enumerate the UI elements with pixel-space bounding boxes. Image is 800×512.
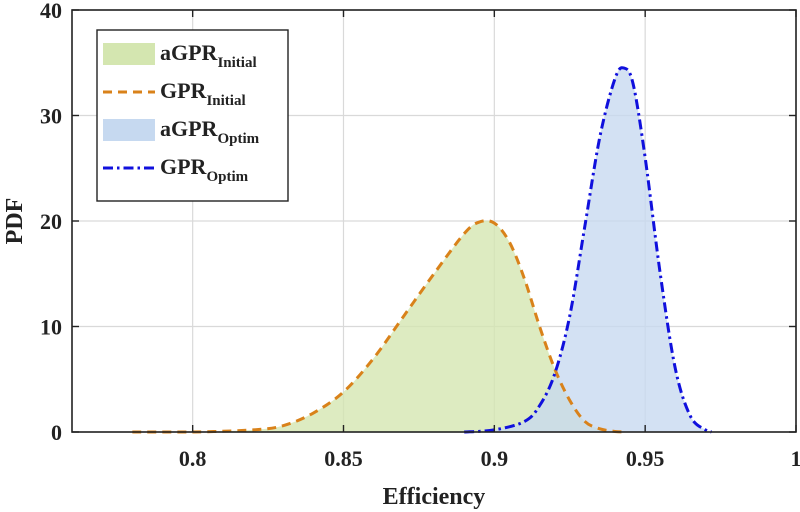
x-tick-label: 0.9: [481, 446, 509, 471]
legend-label: GPRInitial: [160, 78, 246, 109]
area-agpr-initial: [132, 220, 625, 432]
y-tick-label: 40: [40, 0, 62, 23]
legend-label: aGPRInitial: [160, 40, 257, 71]
x-axis-label: Efficiency: [383, 484, 486, 510]
legend-swatch: [103, 119, 155, 141]
x-tick-label: 0.95: [626, 446, 665, 471]
x-tick-label: 0.85: [324, 446, 363, 471]
legend: aGPRInitial GPRInitial aGPROptim GPROptim: [96, 29, 289, 202]
y-tick-label: 30: [40, 104, 62, 129]
line-gpr-initial: [132, 219, 625, 434]
area-agpr-optim: [464, 67, 712, 432]
legend-entry-gpr-optim: GPROptim: [103, 154, 249, 185]
legend-swatch: [103, 43, 155, 65]
x-tick-label: 1: [791, 446, 800, 471]
y-axis-label: PDF: [2, 198, 28, 245]
legend-entry-gpr-initial: GPRInitial: [103, 78, 246, 109]
legend-label: GPROptim: [160, 154, 249, 185]
y-tick-label: 0: [51, 420, 62, 445]
legend-label: aGPROptim: [160, 116, 260, 147]
series-lines: [132, 66, 713, 434]
legend-entry-agpr-optim: aGPROptim: [103, 116, 260, 147]
filled-areas: [132, 67, 712, 432]
x-tick-label: 0.8: [179, 446, 207, 471]
legend-entry-agpr-initial: aGPRInitial: [103, 40, 257, 71]
y-tick-label: 10: [40, 315, 62, 340]
y-tick-label: 20: [40, 209, 62, 234]
